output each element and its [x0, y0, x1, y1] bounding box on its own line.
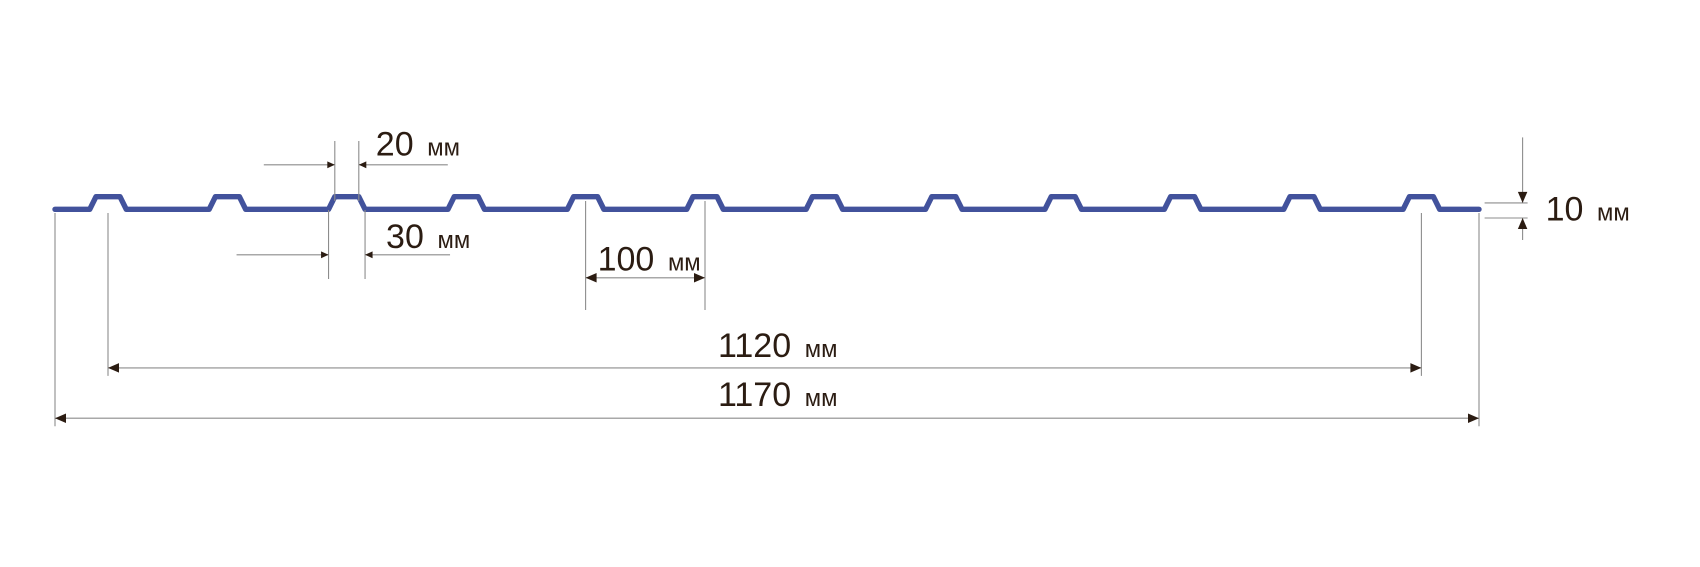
svg-text:10 мм: 10 мм — [1546, 191, 1630, 229]
svg-text:20 мм: 20 мм — [376, 126, 460, 164]
svg-text:1120 мм: 1120 мм — [718, 327, 837, 365]
svg-text:1170 мм: 1170 мм — [718, 376, 837, 414]
svg-text:100 мм: 100 мм — [598, 241, 701, 279]
svg-text:30 мм: 30 мм — [386, 218, 470, 256]
